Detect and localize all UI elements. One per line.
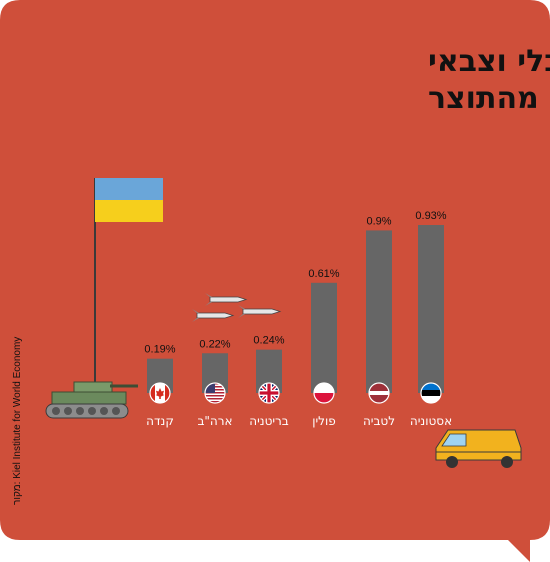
data-label: 0.9% (366, 215, 391, 227)
latvia-flag-icon (368, 382, 390, 404)
estonia-flag-icon (420, 382, 442, 404)
data-label: 0.24% (253, 335, 284, 347)
chart-title-line-1: סיוע הומניטרי, כלכלי וצבאי (428, 44, 550, 79)
category-label: פולין (312, 414, 336, 428)
category-label: בריטניה (249, 414, 289, 428)
category-label: ארה"ב (197, 414, 232, 428)
data-label: 0.19% (144, 344, 175, 356)
van-icon (435, 429, 522, 468)
category-label: קנדה (146, 414, 174, 428)
uk-flag-icon (258, 382, 280, 404)
missile-icon (192, 309, 235, 322)
missile-icon (205, 293, 248, 306)
bar-6 (418, 225, 444, 393)
missile-icon (238, 305, 282, 318)
bar-4 (311, 282, 337, 393)
canada-flag-icon (149, 382, 171, 404)
bar-5 (366, 230, 392, 393)
category-label: לטביה (363, 414, 395, 428)
category-label: אסטוניה (410, 414, 452, 428)
poland-flag-icon (313, 382, 335, 404)
ukraine-flag-icon (94, 178, 163, 390)
data-label: 0.93% (415, 210, 446, 222)
bars-group: 0.19% קנדה 0.22% ארה"ב 0.24% בריטניה 0.61% פולי… (144, 210, 452, 428)
data-label: 0.22% (199, 338, 230, 350)
source-note: מקור: Kiel Institute for World Economy (12, 337, 23, 505)
usa-flag-icon (204, 382, 226, 404)
chart-title-line-2: לאוקראינה, כאחוז מהתוצר (428, 81, 550, 116)
data-label: 0.61% (308, 268, 339, 280)
tank-icon (45, 381, 138, 419)
